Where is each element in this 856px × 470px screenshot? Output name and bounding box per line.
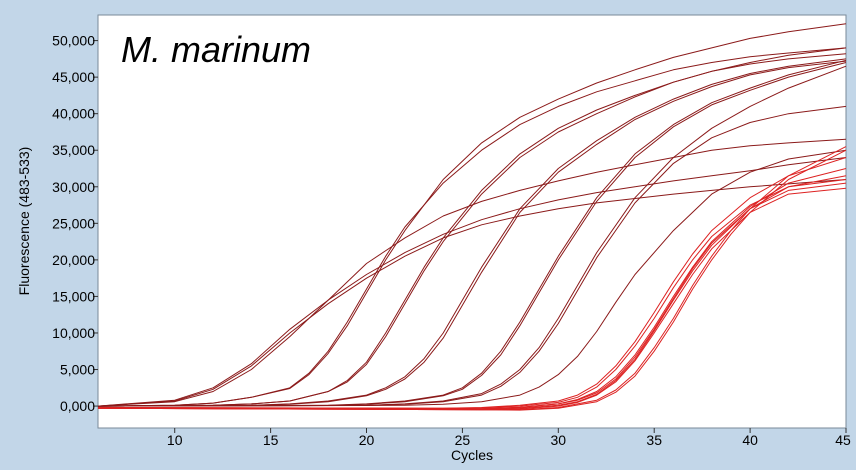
x-tick-label: 25 <box>455 432 471 448</box>
y-tick-label: 40,000 <box>52 106 95 122</box>
x-tick-label: 40 <box>742 432 758 448</box>
y-tick-label: 10,000 <box>52 325 95 341</box>
x-tick-label: 30 <box>551 432 567 448</box>
series-line-21 <box>97 146 847 411</box>
series-line-2 <box>97 179 847 407</box>
x-tick-label: 45 <box>835 432 851 448</box>
series-line-13 <box>97 105 847 407</box>
y-tick-label: 0,000 <box>60 398 95 414</box>
series-line-10 <box>97 59 847 407</box>
x-tick-label: 35 <box>646 432 662 448</box>
chart-title: M. marinum <box>121 29 311 70</box>
x-tick-label: 10 <box>167 432 183 448</box>
series-line-15 <box>97 157 847 409</box>
y-tick-label: 20,000 <box>52 252 95 268</box>
series-line-20 <box>97 179 847 410</box>
y-tick-label: 45,000 <box>52 69 95 85</box>
series-line-1 <box>97 157 847 407</box>
series-line-12 <box>97 65 847 407</box>
series-line-22 <box>97 149 847 411</box>
series-line-7 <box>97 47 847 407</box>
series-line-19 <box>97 187 847 411</box>
series-line-11 <box>97 62 847 407</box>
y-axis: 0,000 5,000 10,000 15,000 20,000 25,000 30,000… <box>52 33 98 414</box>
y-tick-label: 35,000 <box>52 142 95 158</box>
y-tick-label: 25,000 <box>52 215 95 231</box>
series-line-18 <box>97 182 847 410</box>
x-tick-label: 15 <box>263 432 279 448</box>
y-tick-label: 30,000 <box>52 179 95 195</box>
y-tick-label: 5,000 <box>60 362 95 378</box>
series-line-8 <box>97 58 847 407</box>
x-axis: 10 15 20 25 30 35 40 45 <box>167 428 851 448</box>
series-line-3 <box>97 138 847 407</box>
y-tick-label: 15,000 <box>52 288 95 304</box>
series-group <box>97 23 847 411</box>
series-line-14 <box>97 149 847 407</box>
y-axis-title: Fluorescence (483-533) <box>16 147 32 296</box>
series-line-5 <box>97 23 847 407</box>
series-line-9 <box>97 60 847 407</box>
x-tick-label: 20 <box>359 432 375 448</box>
series-line-16 <box>97 175 847 409</box>
y-tick-label: 50,000 <box>52 33 95 49</box>
x-axis-title: Cycles <box>451 447 493 463</box>
